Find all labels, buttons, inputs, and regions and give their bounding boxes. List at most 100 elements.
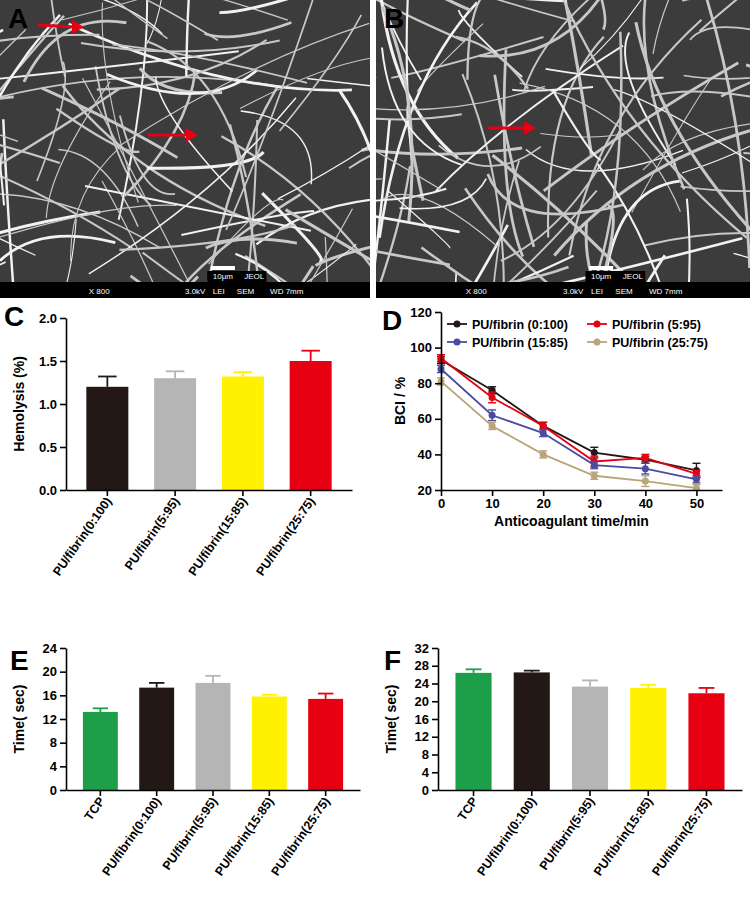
tick: 2.0 (39, 311, 66, 326)
label-backing (207, 271, 266, 282)
y-axis-title: BCI / % (392, 376, 408, 425)
series-line (441, 358, 696, 474)
tick-label: TCP (455, 795, 481, 824)
point (540, 430, 547, 437)
error-cap (488, 402, 496, 403)
tick: 40 (639, 490, 653, 511)
tick-mark (492, 490, 494, 496)
tick-mark (531, 790, 533, 796)
tick-label: 0.0 (39, 483, 57, 498)
y-axis: 0.00.51.01.52.0 (39, 311, 67, 498)
fiber (146, 41, 246, 177)
tick-mark (441, 490, 443, 496)
fiber (0, 30, 3, 142)
error-cap (641, 475, 649, 476)
panel-label: C (4, 301, 24, 332)
tick-label: 28 (415, 658, 429, 673)
point (693, 476, 700, 483)
arrow-head (186, 128, 198, 142)
tick-mark (435, 383, 441, 385)
point (693, 485, 700, 490)
tick: 0.0 (39, 483, 66, 498)
tick-mark (435, 418, 441, 420)
tick-mark (432, 772, 438, 774)
x-axis: TCPPU/fibrin(0:100)PU/fibrin(5:95) PU/fib… (67, 790, 361, 878)
tick-mark (60, 790, 66, 792)
tick-label: PU/fibrin(5:95) (122, 495, 182, 573)
arrow-head (72, 20, 84, 34)
fiber (385, 0, 567, 1)
tick-label: PU/fibrin(15:85) (186, 495, 250, 579)
tick: 12 (415, 729, 438, 744)
legend-item: PU/fibrin (0:100) (447, 318, 568, 332)
error-cap (262, 694, 277, 696)
panel-label: A (8, 3, 28, 34)
fiber (614, 90, 750, 162)
fiber (362, 147, 370, 183)
tick: 20 (536, 490, 550, 511)
error-cap (590, 447, 598, 448)
image-background (376, 0, 750, 298)
error-cap (466, 668, 482, 670)
tick-label: PU/fibrin(0:100) (99, 795, 163, 879)
panel-label: E (10, 645, 29, 676)
tick: 1.5 (39, 354, 66, 369)
fiber (653, 0, 750, 54)
error-cap (301, 350, 319, 352)
fiber (743, 153, 750, 158)
bar (154, 378, 196, 490)
tick-mark (432, 665, 438, 667)
tick-label: 120 (410, 305, 432, 320)
tick-label: PU/fibrin(15:85) (591, 795, 655, 879)
bar (455, 673, 491, 790)
figure: 10μmJEOLX 8003.0kVLEISEMWD 7mmA10μmJEOLX… (0, 0, 750, 901)
tick: 8 (422, 747, 438, 762)
tick: 0 (422, 783, 438, 798)
tick-mark (60, 318, 66, 320)
tick-label: PU/fibrin(0:100) (475, 795, 539, 879)
tick: PU/fibrin(5:95) (160, 790, 220, 873)
error-cap (582, 679, 598, 681)
fiber (0, 236, 115, 261)
tick: PU/fibrin(5:95) (122, 490, 182, 573)
tick: 4 (422, 765, 438, 780)
fiber (553, 90, 601, 160)
tick: TCP (82, 790, 108, 823)
error-cap (641, 463, 649, 464)
tick: PU/fibrin(0:100) (475, 790, 539, 878)
tick-label: 8 (422, 747, 429, 762)
tick-mark (212, 790, 214, 796)
fiber (186, 0, 199, 76)
fiber (383, 194, 497, 245)
fiber (504, 49, 523, 256)
tick-label: PU/fibrin(5:95) (160, 795, 220, 873)
fiber (116, 23, 369, 148)
fiber (644, 233, 750, 258)
fiber (194, 86, 278, 298)
tick-mark (60, 695, 66, 697)
y-axis: 04812162024 (43, 641, 67, 798)
scale-bar (211, 266, 235, 270)
error-bar (212, 676, 214, 683)
fiber (339, 90, 370, 298)
tick-mark (156, 790, 158, 796)
tick-label: PU/fibrin(25:75) (649, 795, 713, 879)
tick-mark (473, 790, 475, 796)
fiber (465, 188, 671, 298)
x-axis: TCPPU/fibrin(0:100)PU/fibrin(5:95)PU/fib… (439, 790, 743, 878)
image-annotation: 10μm (591, 272, 612, 281)
image-annotation: X 800 (89, 287, 110, 296)
fiber (46, 82, 110, 218)
tick-label: 30 (588, 496, 602, 511)
error-cap (488, 409, 496, 410)
arrow-shaft (488, 127, 528, 130)
error-cap (166, 370, 184, 372)
tick: PU/fibrin(25:75) (268, 790, 332, 878)
point (540, 422, 547, 429)
tick-label: 0 (50, 783, 57, 798)
tick-label: 1.5 (39, 354, 57, 369)
error-bar (174, 371, 176, 378)
label-backing (585, 271, 645, 282)
fiber (0, 89, 120, 197)
tick-label: PU/fibrin(25:75) (253, 495, 317, 579)
